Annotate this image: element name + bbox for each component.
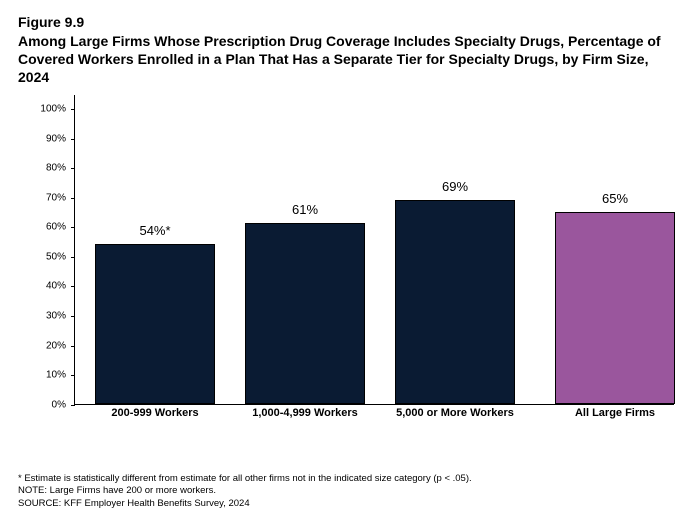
bar-value-label: 69% bbox=[442, 179, 468, 194]
category-label: 200-999 Workers bbox=[111, 407, 198, 419]
bar bbox=[95, 244, 215, 403]
figure-title: Among Large Firms Whose Prescription Dru… bbox=[18, 32, 678, 87]
y-tick-label: 70% bbox=[32, 192, 66, 203]
bar-value-label: 61% bbox=[292, 202, 318, 217]
bar bbox=[245, 223, 365, 403]
bar bbox=[555, 212, 675, 404]
y-tick bbox=[71, 139, 75, 140]
bar-value-label: 65% bbox=[602, 191, 628, 206]
bar-chart: 0%10%20%30%40%50%60%70%80%90%100%54%*200… bbox=[38, 95, 678, 425]
footnotes: * Estimate is statistically different fr… bbox=[18, 473, 472, 511]
y-tick-label: 50% bbox=[32, 251, 66, 262]
y-tick-label: 60% bbox=[32, 222, 66, 233]
footnote-note: NOTE: Large Firms have 200 or more worke… bbox=[18, 485, 472, 498]
y-tick bbox=[71, 375, 75, 376]
bar bbox=[395, 200, 515, 404]
y-tick bbox=[71, 286, 75, 287]
category-label: All Large Firms bbox=[575, 407, 655, 419]
y-tick-label: 0% bbox=[32, 399, 66, 410]
y-tick bbox=[71, 405, 75, 406]
y-tick-label: 90% bbox=[32, 133, 66, 144]
y-tick bbox=[71, 316, 75, 317]
y-tick-label: 80% bbox=[32, 163, 66, 174]
y-tick bbox=[71, 109, 75, 110]
figure-label: Figure 9.9 bbox=[18, 14, 680, 30]
y-tick bbox=[71, 346, 75, 347]
footnote-source: SOURCE: KFF Employer Health Benefits Sur… bbox=[18, 498, 472, 511]
y-tick-label: 40% bbox=[32, 281, 66, 292]
y-tick bbox=[71, 227, 75, 228]
figure-page: Figure 9.9 Among Large Firms Whose Presc… bbox=[0, 0, 698, 525]
y-tick-label: 10% bbox=[32, 370, 66, 381]
bar-value-label: 54%* bbox=[139, 223, 170, 238]
category-label: 5,000 or More Workers bbox=[396, 407, 514, 419]
y-tick-label: 20% bbox=[32, 340, 66, 351]
y-tick bbox=[71, 257, 75, 258]
footnote-star: * Estimate is statistically different fr… bbox=[18, 473, 472, 486]
category-label: 1,000-4,999 Workers bbox=[252, 407, 358, 419]
plot-area: 0%10%20%30%40%50%60%70%80%90%100%54%*200… bbox=[74, 95, 674, 405]
y-tick bbox=[71, 198, 75, 199]
y-tick bbox=[71, 168, 75, 169]
y-tick-label: 100% bbox=[32, 104, 66, 115]
y-tick-label: 30% bbox=[32, 310, 66, 321]
